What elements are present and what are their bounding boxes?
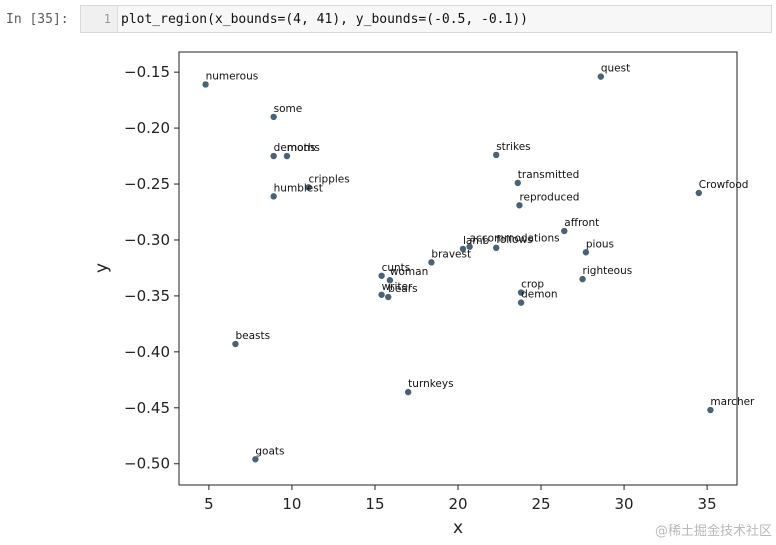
data-point bbox=[459, 245, 467, 253]
y-tick-label: −0.25 bbox=[124, 175, 170, 193]
point-label: some bbox=[274, 103, 303, 115]
data-point bbox=[597, 73, 605, 80]
code-cell[interactable]: 1 plot_region(x_bounds=(4, 41), y_bounds… bbox=[80, 5, 772, 33]
data-point bbox=[385, 293, 392, 301]
x-tick-label: 10 bbox=[282, 495, 301, 513]
data-point bbox=[492, 244, 500, 252]
point-label: marcher bbox=[710, 396, 755, 408]
x-tick-label: 20 bbox=[448, 495, 467, 513]
y-axis-ticks: −0.15 −0.20 −0.25 −0.30 −0.35 −0.40 −0.45 −0.50 bbox=[124, 63, 179, 473]
point-label: transmitted bbox=[518, 169, 580, 181]
point-label: beasts bbox=[235, 330, 270, 342]
data-point bbox=[270, 193, 277, 200]
point-label: strikes bbox=[496, 141, 530, 153]
data-point bbox=[378, 291, 385, 298]
data-point bbox=[561, 227, 568, 235]
data-point bbox=[492, 151, 500, 159]
y-axis-label: y bbox=[92, 263, 112, 273]
data-point bbox=[404, 388, 412, 396]
point-label: crop bbox=[521, 279, 544, 291]
point-label: pious bbox=[586, 238, 614, 250]
y-tick-label: −0.35 bbox=[124, 287, 170, 305]
data-point bbox=[514, 179, 521, 187]
x-tick-label: 30 bbox=[615, 495, 634, 513]
point-label: righteous bbox=[583, 265, 633, 277]
data-point bbox=[202, 81, 209, 88]
x-tick-label: 35 bbox=[698, 495, 717, 513]
point-label: writer bbox=[382, 281, 413, 293]
cell-prompt: In [35]: bbox=[6, 12, 69, 27]
point-label: turnkeys bbox=[408, 378, 453, 390]
data-point bbox=[305, 184, 312, 191]
y-tick-label: −0.40 bbox=[124, 343, 170, 361]
y-tick-label: −0.15 bbox=[124, 63, 170, 81]
point-label: cripples bbox=[309, 173, 350, 185]
data-point bbox=[270, 152, 277, 160]
data-point bbox=[466, 243, 473, 250]
y-tick-label: −0.45 bbox=[124, 399, 170, 417]
point-label: demon bbox=[521, 289, 557, 301]
y-tick-label: −0.50 bbox=[124, 455, 170, 473]
point-label: humblest bbox=[274, 182, 323, 194]
plot-frame bbox=[178, 51, 738, 486]
x-tick-label: 25 bbox=[531, 495, 550, 513]
data-point bbox=[378, 272, 385, 279]
point-label: bravest bbox=[431, 248, 471, 260]
data-point bbox=[707, 406, 714, 414]
data-point bbox=[252, 456, 259, 463]
x-tick-label: 5 bbox=[204, 495, 214, 513]
point-label: numerous bbox=[206, 70, 259, 82]
point-label: bears bbox=[388, 283, 417, 295]
data-point bbox=[582, 249, 590, 256]
point-label: moths bbox=[287, 142, 320, 154]
point-label: follows bbox=[496, 234, 532, 246]
data-point bbox=[283, 152, 291, 160]
data-point bbox=[695, 189, 703, 197]
data-point bbox=[428, 259, 435, 266]
data-point bbox=[270, 113, 277, 121]
data-point bbox=[579, 275, 586, 283]
data-point bbox=[517, 289, 525, 296]
line-gutter: 1 bbox=[81, 6, 118, 32]
point-label: affront bbox=[564, 217, 599, 229]
data-point bbox=[516, 202, 523, 209]
point-label: reproduced bbox=[519, 191, 579, 203]
y-tick-label: −0.30 bbox=[124, 231, 170, 249]
data-point bbox=[386, 277, 394, 284]
x-axis-label: x bbox=[453, 518, 463, 538]
point-label: lamb bbox=[463, 235, 490, 247]
x-axis-ticks: 5 10 15 20 25 30 35 bbox=[204, 485, 717, 513]
code-line[interactable]: plot_region(x_bounds=(4, 41), y_bounds=(… bbox=[121, 12, 528, 27]
data-point bbox=[517, 299, 525, 306]
point-label: goats bbox=[255, 445, 284, 457]
point-label: demons bbox=[274, 142, 316, 154]
point-label: cunts bbox=[382, 262, 411, 274]
y-tick-label: −0.20 bbox=[124, 119, 170, 137]
line-number: 1 bbox=[103, 12, 111, 26]
point-label: woman bbox=[390, 266, 428, 278]
point-label: accommodations bbox=[470, 233, 560, 245]
x-tick-label: 15 bbox=[365, 495, 384, 513]
point-label: quest bbox=[601, 63, 630, 75]
point-label: Crowfood bbox=[699, 179, 749, 191]
data-point bbox=[232, 340, 239, 348]
watermark: @稀土掘金技术社区 bbox=[654, 524, 772, 539]
